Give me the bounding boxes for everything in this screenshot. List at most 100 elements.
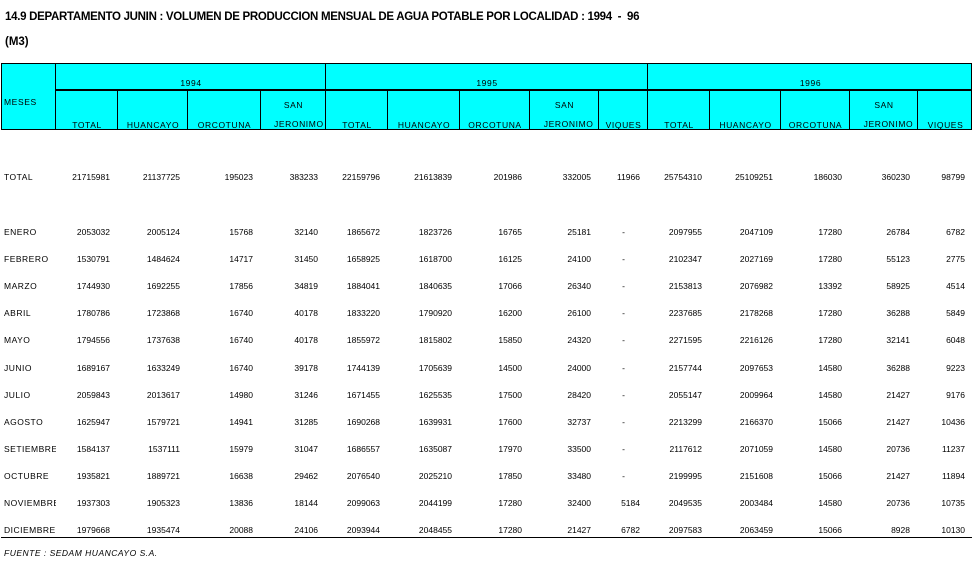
table-cell: 1625947 bbox=[76, 416, 110, 427]
row-label: NOVIEMBRE bbox=[4, 498, 56, 508]
header-column-label: HUANCAYO bbox=[397, 120, 451, 130]
header-column-orcotuna: ORCOTUNA bbox=[781, 116, 850, 135]
table-cell: 16125 bbox=[498, 254, 522, 265]
table-cell: 32141 bbox=[886, 335, 910, 346]
table-cell: 1979668 bbox=[76, 525, 110, 536]
table-cell: 1865672 bbox=[346, 227, 380, 237]
row-label: OCTUBRE bbox=[4, 470, 50, 481]
table-cell: 1671455 bbox=[346, 389, 380, 400]
table-cell: 2166370 bbox=[739, 416, 773, 427]
table-cell: 2097583 bbox=[668, 525, 702, 536]
table-cell: 1905323 bbox=[146, 498, 180, 508]
header-column-label: VIQUES bbox=[927, 120, 964, 130]
table-cell: 15066 bbox=[818, 525, 842, 536]
table-cell: 6782 bbox=[946, 227, 965, 237]
column-divider bbox=[529, 90, 530, 130]
table-cell: 21715981 bbox=[72, 172, 110, 182]
table-cell: 21427 bbox=[567, 525, 591, 536]
header-column-label: ORCOTUNA bbox=[197, 120, 252, 130]
table-header: MESES 1994 TOTAL HUANCAYO ORCOTUNA SAN JERONI… bbox=[1, 63, 972, 130]
row-label: MARZO bbox=[4, 281, 38, 292]
table-cell: 2013617 bbox=[146, 389, 180, 400]
table-cell: 2117612 bbox=[669, 443, 702, 454]
table-cell: 17280 bbox=[818, 308, 842, 319]
table-cell: 1790920 bbox=[418, 308, 452, 319]
header-column-label: SAN JERONIMO bbox=[543, 100, 594, 129]
table-cell: 1744139 bbox=[346, 362, 380, 373]
source-note: FUENTE : SEDAM HUANCAYO S.A. bbox=[4, 548, 158, 558]
header-year-1995: 1995 bbox=[476, 78, 498, 88]
table-cell: 98799 bbox=[941, 172, 965, 182]
table-cell: 31246 bbox=[294, 389, 318, 400]
header-meses: MESES bbox=[4, 97, 37, 107]
column-divider bbox=[325, 64, 326, 130]
header-year-1994: 1994 bbox=[180, 78, 202, 88]
table-cell: 24100 bbox=[567, 254, 591, 265]
table-cell: 14580 bbox=[818, 498, 842, 508]
table-cell: 36288 bbox=[886, 362, 910, 373]
header-column-label: TOTAL bbox=[664, 120, 694, 130]
table-cell: - bbox=[622, 362, 625, 373]
table-cell: 16638 bbox=[229, 470, 253, 481]
table-cell: 15979 bbox=[229, 443, 253, 454]
table-cell: 5184 bbox=[621, 498, 640, 508]
table-cell: 20736 bbox=[886, 443, 910, 454]
table-cell: 2271595 bbox=[668, 335, 702, 346]
column-divider bbox=[647, 64, 648, 130]
table-cell: 4514 bbox=[946, 281, 965, 292]
header-column-label: TOTAL bbox=[342, 120, 372, 130]
table-cell: 21137725 bbox=[142, 172, 180, 182]
table-cell: - bbox=[622, 281, 625, 292]
row-label: TOTAL bbox=[4, 172, 34, 182]
header-column-viques: VIQUES bbox=[599, 116, 648, 135]
page-title: 14.9 DEPARTAMENTO JUNIN : VOLUMEN DE PRO… bbox=[5, 11, 640, 23]
table-cell: 1815802 bbox=[418, 335, 452, 346]
header-column-orcotuna: ORCOTUNA bbox=[188, 116, 261, 135]
table-cell: 29462 bbox=[294, 470, 318, 481]
header-column-label: TOTAL bbox=[72, 120, 102, 130]
table-cell: 1744930 bbox=[76, 281, 110, 292]
table-cell: 1690268 bbox=[346, 416, 380, 427]
table-cell: 15066 bbox=[818, 470, 842, 481]
table-cell: 201986 bbox=[493, 172, 522, 182]
table-cell: 2055147 bbox=[668, 389, 702, 400]
row-label: JULIO bbox=[4, 389, 31, 400]
table-cell: 21427 bbox=[886, 470, 910, 481]
table-cell: 1584137 bbox=[76, 443, 110, 454]
table-cell: - bbox=[622, 389, 625, 400]
table-cell: 1884041 bbox=[346, 281, 380, 292]
table-cell: 20736 bbox=[886, 498, 910, 508]
table-cell: 2153813 bbox=[668, 281, 702, 292]
table-cell: 34819 bbox=[294, 281, 318, 292]
column-divider bbox=[55, 64, 56, 130]
table-cell: 383233 bbox=[289, 172, 318, 182]
table-cell: 22159796 bbox=[342, 172, 380, 182]
table-cell: 21427 bbox=[886, 416, 910, 427]
header-column-label: HUANCAYO bbox=[126, 120, 180, 130]
table-cell: 1658925 bbox=[346, 254, 380, 265]
header-column-total: TOTAL bbox=[56, 116, 118, 135]
table-cell: 2775 bbox=[946, 254, 965, 265]
row-label: MAYO bbox=[4, 335, 31, 346]
header-divider bbox=[55, 89, 972, 91]
row-label: ENERO bbox=[4, 227, 37, 237]
table-cell: 1484624 bbox=[146, 254, 180, 265]
row-label: AGOSTO bbox=[4, 416, 44, 427]
table-cell: 17600 bbox=[498, 416, 522, 427]
table-cell: 15066 bbox=[818, 416, 842, 427]
row-label: ABRIL bbox=[4, 308, 32, 319]
table-cell: - bbox=[622, 416, 625, 427]
table-cell: 15850 bbox=[498, 335, 522, 346]
table-cell: 17500 bbox=[498, 389, 522, 400]
table-cell: 14580 bbox=[818, 389, 842, 400]
row-label: SETIEMBRE bbox=[4, 443, 56, 454]
table-cell: 1889721 bbox=[146, 470, 180, 481]
table-cell: 10130 bbox=[941, 525, 965, 536]
table-cell: 2076540 bbox=[346, 470, 380, 481]
table-cell: 1692255 bbox=[146, 281, 180, 292]
table-cell: 1633249 bbox=[146, 362, 180, 373]
table-cell: 10735 bbox=[941, 498, 965, 508]
table-cell: 16740 bbox=[229, 362, 253, 373]
header-column-label: SAN JERONIMO bbox=[274, 100, 324, 129]
table-cell: 1635087 bbox=[418, 443, 452, 454]
